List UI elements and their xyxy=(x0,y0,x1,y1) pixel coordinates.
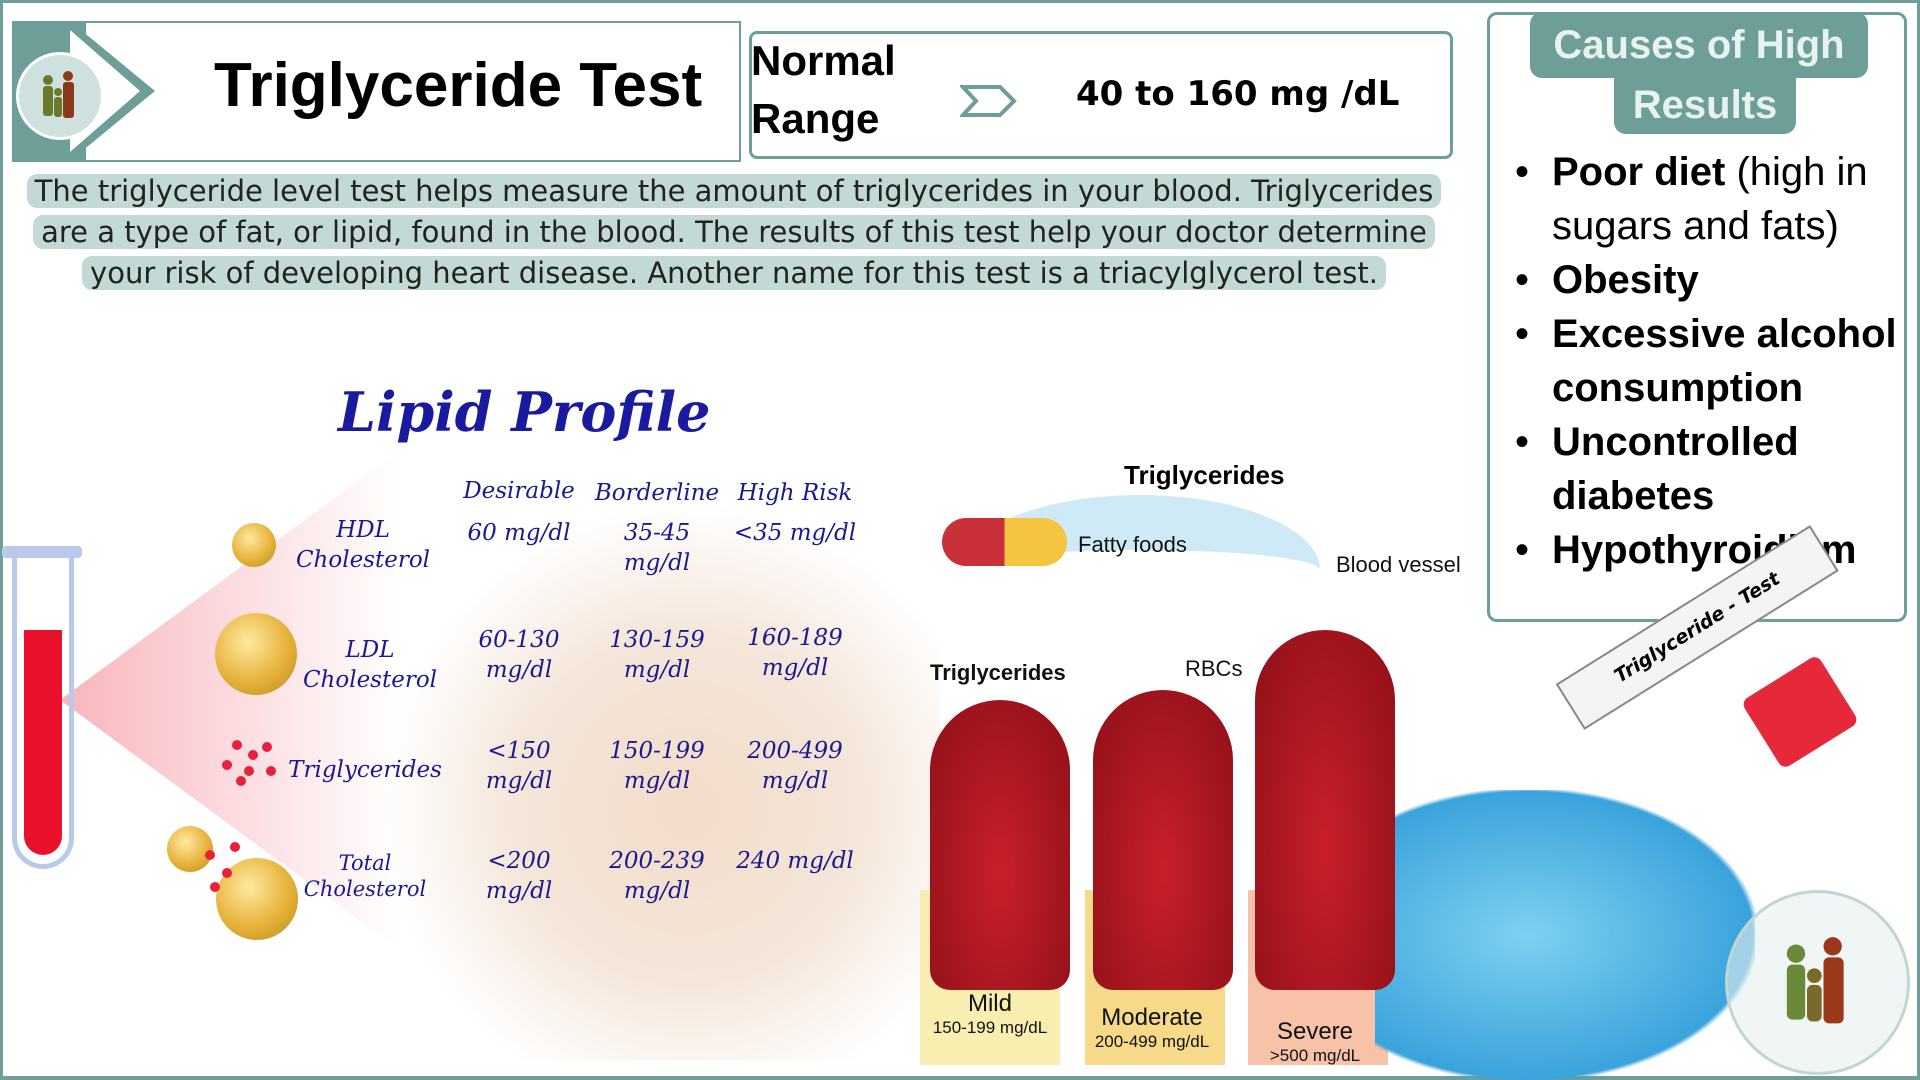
hdl-particle-icon xyxy=(232,523,276,567)
row-label-total: Total Cholesterol xyxy=(303,851,427,901)
causes-title-line2: Results xyxy=(1614,78,1796,134)
gloved-hand-image xyxy=(1375,790,1755,1080)
column-high-risk: High Risk xyxy=(737,480,853,506)
family-icon xyxy=(43,71,74,118)
cause-bold: Obesity xyxy=(1552,258,1699,302)
level-name: Moderate xyxy=(1101,1004,1203,1031)
cause-bold: Poor diet xyxy=(1552,150,1726,194)
vessel-severe-icon xyxy=(1255,630,1395,990)
rbcs-label: RBCs xyxy=(1185,656,1243,681)
level-range: 200-499 mg/dL xyxy=(1094,1032,1210,1051)
cause-bold: Uncontrolled diabetes xyxy=(1552,420,1799,518)
level-range: 150-199 mg/dL xyxy=(932,1018,1048,1037)
cell: 130-159 mg/dl xyxy=(609,627,705,683)
page-title: Triglyceride Test xyxy=(214,51,703,120)
description: The triglyceride level test helps measur… xyxy=(6,171,1462,294)
cause-item: Hypothyroidism xyxy=(1515,523,1905,577)
cell: 60 mg/dl xyxy=(467,520,571,546)
hand-image xyxy=(380,500,940,1060)
watermark-logo xyxy=(1725,890,1910,1075)
cause-item: Obesity xyxy=(1515,253,1905,307)
column-borderline: Borderline xyxy=(594,480,720,506)
cell: 150-199 mg/dl xyxy=(609,738,705,794)
vessel-moderate-icon xyxy=(1093,690,1233,990)
cell: <150 mg/dl xyxy=(485,738,553,794)
causes-list: Poor diet (high in sugars and fats) Obes… xyxy=(1515,145,1905,577)
chevron-right-icon xyxy=(958,82,1018,128)
cell: 60-130 mg/dl xyxy=(478,627,560,683)
cause-bold: Excessive alcohol consumption xyxy=(1552,312,1897,410)
blood-vessel-label: Blood vessel xyxy=(1336,552,1461,577)
column-desirable: Desirable xyxy=(463,478,575,504)
normal-range-label: Normal Range xyxy=(751,37,896,142)
row-label-hdl: HDL Cholesterol xyxy=(295,517,431,573)
logo xyxy=(16,52,104,140)
description-text: The triglyceride level test helps measur… xyxy=(26,174,1442,290)
cell: 200-239 mg/dl xyxy=(609,848,705,904)
cause-item: Poor diet (high in sugars and fats) xyxy=(1515,145,1905,253)
level-severe: Severe >500 mg/dL xyxy=(1240,1018,1390,1066)
level-range: >500 mg/dL xyxy=(1269,1046,1361,1065)
normal-range-value: 40 to 160 mg /dL xyxy=(1076,74,1400,114)
total-particle-small-icon xyxy=(167,826,213,872)
fatty-foods-icon xyxy=(942,518,1067,566)
cause-item: Uncontrolled diabetes xyxy=(1515,415,1905,523)
blood-fill xyxy=(24,630,62,855)
illustration-title: Triglycerides xyxy=(1124,460,1285,490)
causes-title-line1: Causes of High xyxy=(1530,12,1868,78)
normal-range-box xyxy=(749,31,1453,159)
cell: <35 mg/dl xyxy=(733,520,857,546)
row-label-triglycerides: Triglycerides xyxy=(288,757,442,783)
test-tube-icon xyxy=(12,549,74,869)
row-label-ldl: LDL Cholesterol xyxy=(302,637,438,693)
level-mild: Mild 150-199 mg/dL xyxy=(915,990,1065,1038)
ldl-particle-icon xyxy=(215,613,297,695)
cell: 200-499 mg/dl xyxy=(747,738,843,794)
cause-rest: (high in sugars and fats) xyxy=(1552,150,1868,248)
cell: 240 mg/dl xyxy=(736,848,854,874)
vessel-mild-icon xyxy=(930,700,1070,990)
cause-item: Excessive alcohol consumption xyxy=(1515,307,1905,415)
level-name: Mild xyxy=(967,990,1012,1017)
cell: 160-189 mg/dl xyxy=(747,625,843,681)
family-icon xyxy=(1786,936,1844,1023)
triglycerides-label: Triglycerides xyxy=(930,660,1066,685)
lipid-profile-title: Lipid Profile xyxy=(338,380,711,444)
fatty-foods-label: Fatty foods xyxy=(1078,532,1187,557)
cell: 35-45 mg/dl xyxy=(623,520,691,576)
level-name: Severe xyxy=(1276,1018,1354,1045)
level-moderate: Moderate 200-499 mg/dL xyxy=(1077,1004,1227,1052)
cell: <200 mg/dl xyxy=(485,848,553,904)
